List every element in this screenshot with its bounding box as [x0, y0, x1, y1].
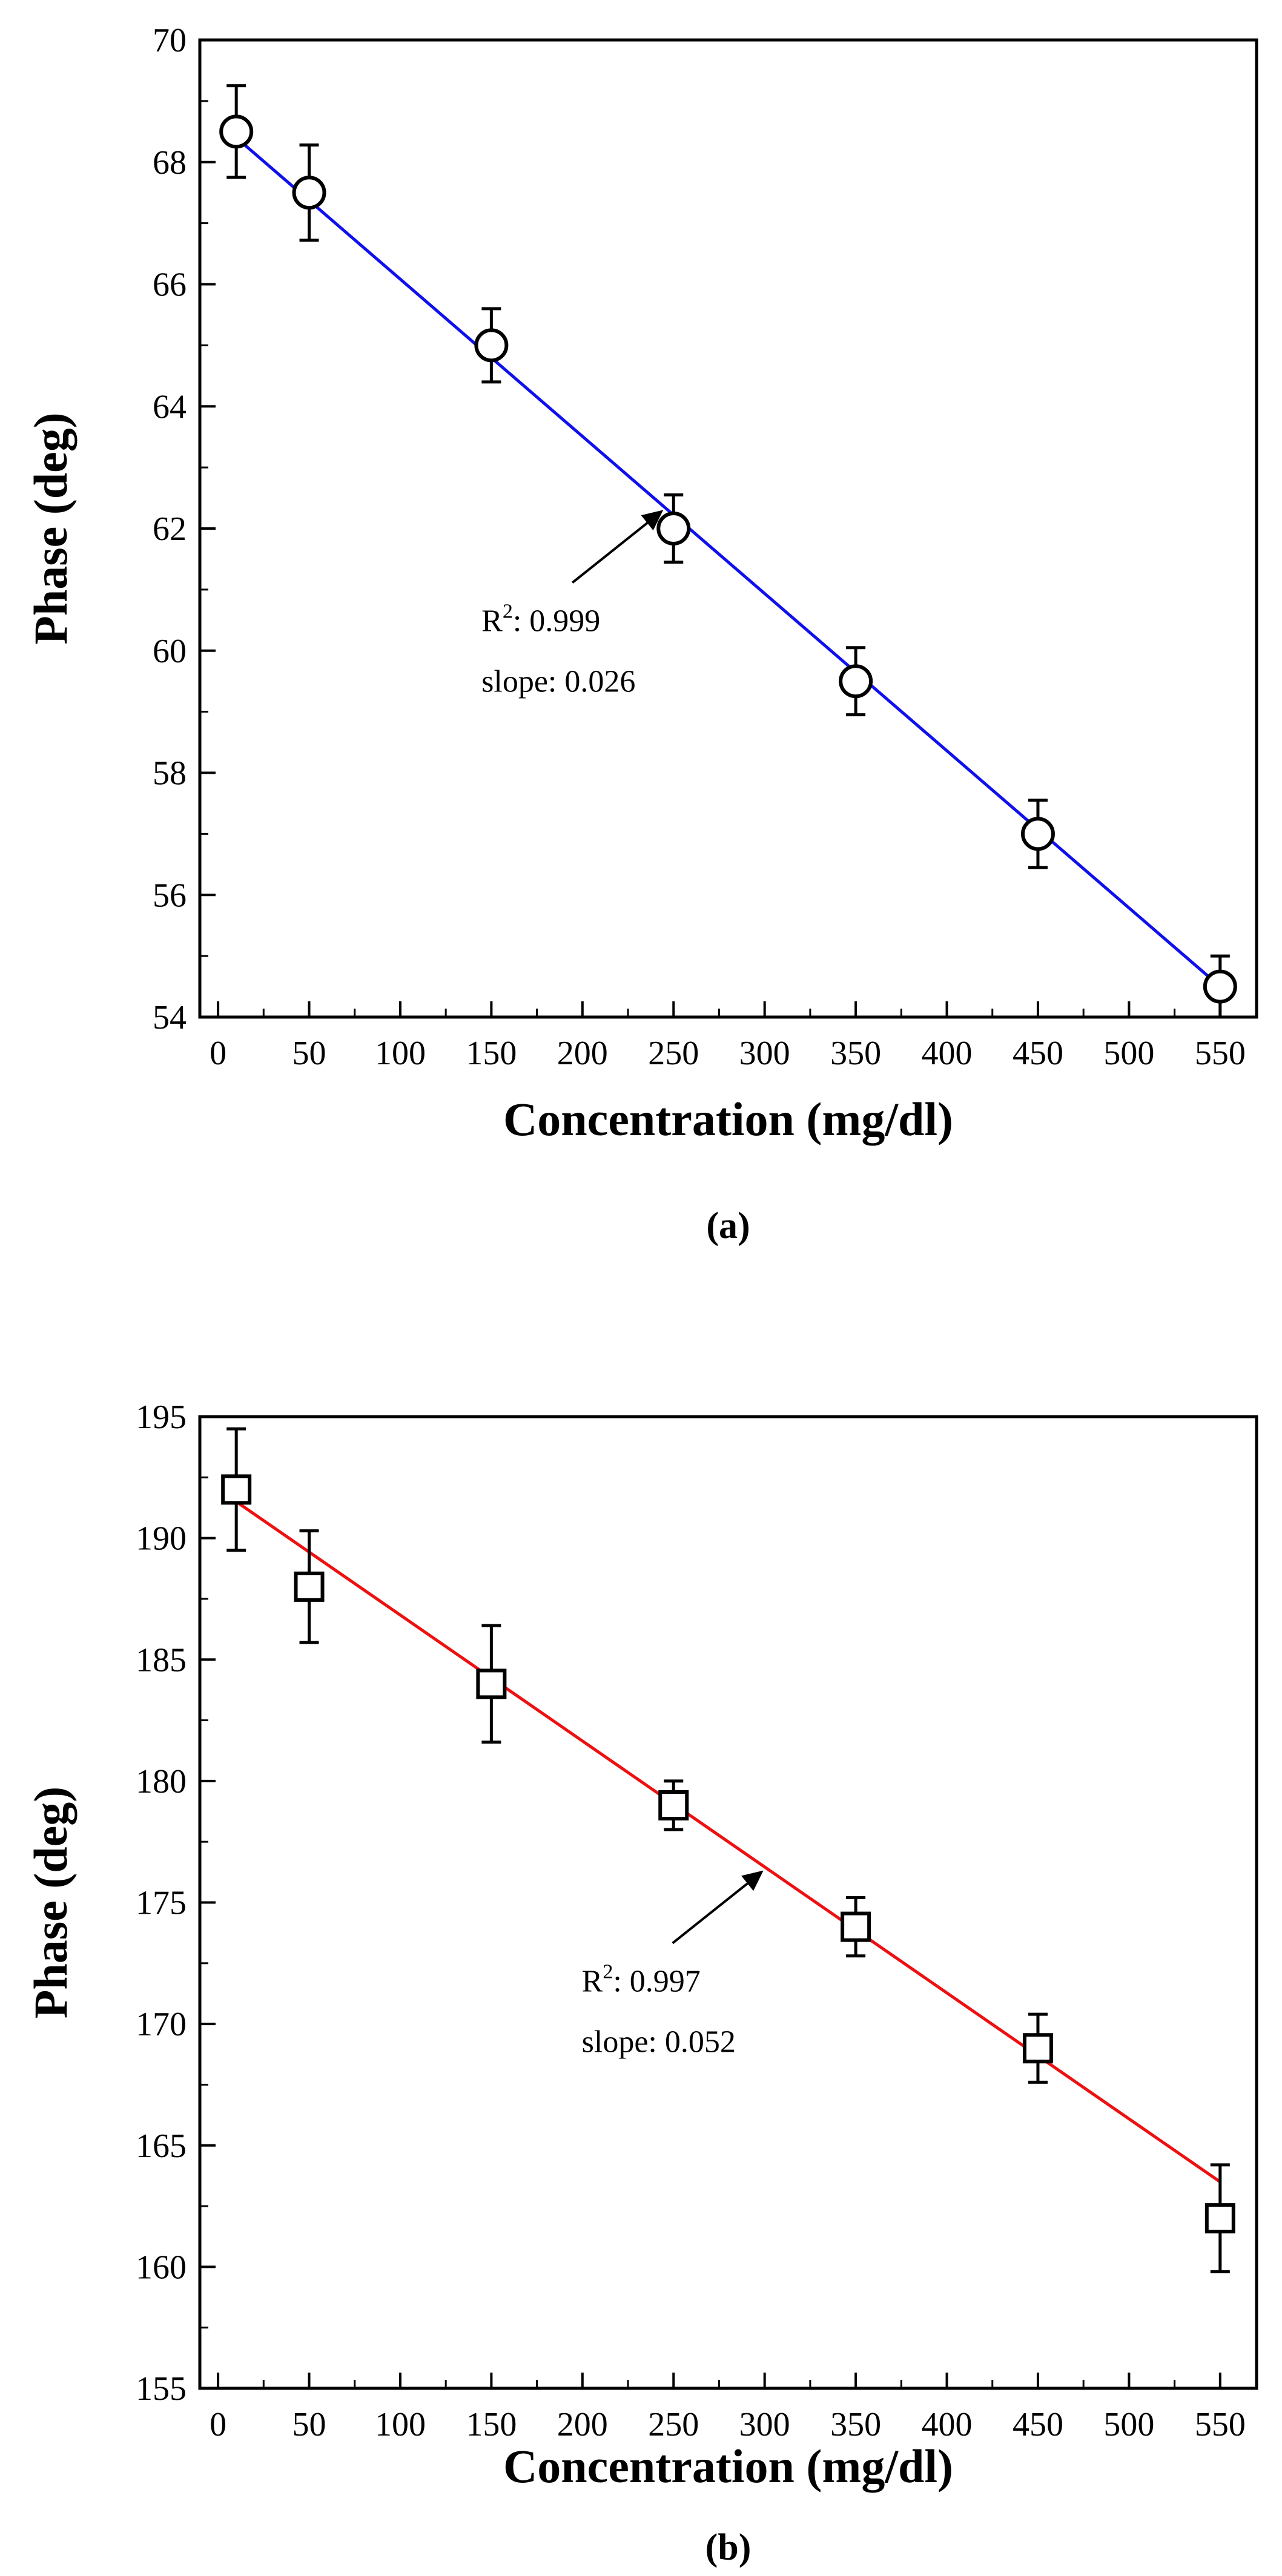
x-tick-label-b: 400	[922, 2406, 973, 2443]
y-tick-label-b: 185	[136, 1641, 187, 1679]
y-tick-label-a: 68	[153, 144, 187, 182]
data-point-a	[292, 176, 326, 210]
x-tick-label-b: 100	[375, 2406, 426, 2443]
data-point-a	[839, 664, 873, 699]
x-axis-title-b: Concentration (mg/dl)	[503, 2440, 953, 2492]
panel-caption-a: (a)	[706, 1205, 750, 1247]
x-tick-label-b: 350	[830, 2406, 881, 2443]
y-tick-label-a: 60	[153, 633, 187, 670]
data-point-b	[221, 1474, 252, 1505]
panel-b: 0 50 100 150 200 250 300 350 400 450 500 550 155 160 1…	[24, 1398, 1258, 2568]
x-axis-title-a: Concentration (mg/dl)	[503, 1093, 953, 1145]
plot-frame-a	[198, 38, 1258, 1019]
x-tick-label-b: 500	[1103, 2406, 1154, 2443]
r-squared-superscript-a: 2	[503, 600, 513, 622]
fit-line-a	[235, 136, 1221, 988]
slope-label-b: slope: 0.052	[582, 2025, 736, 2060]
x-tick-label-a: 200	[557, 1035, 608, 1072]
x-tick-label-b: 450	[1013, 2406, 1063, 2443]
y-tick-label-b: 170	[136, 2006, 187, 2043]
r-squared-value-a: : 0.999	[513, 604, 600, 638]
y-tick-label-a: 54	[153, 999, 187, 1036]
data-point-a	[219, 114, 254, 149]
r-squared-letter-a: R	[481, 604, 503, 638]
x-tick-label-a: 450	[1013, 1035, 1063, 1072]
annotation-arrow-b	[672, 1876, 757, 1945]
fit-line-b	[235, 1500, 1221, 2183]
y-tick-label-a: 66	[153, 266, 187, 304]
y-tick-label-b: 195	[136, 1398, 187, 1436]
y-tick-label-a: 70	[153, 22, 187, 59]
x-tick-label-a: 50	[292, 1035, 326, 1072]
y-axis-title-b: Phase (deg)	[24, 1787, 77, 2018]
data-point-a	[1203, 969, 1237, 1004]
x-tick-label-a: 150	[466, 1035, 517, 1072]
x-tick-label-b: 50	[292, 2406, 326, 2443]
x-tick-label-b: 550	[1195, 2406, 1246, 2443]
x-tick-label-a: 550	[1195, 1035, 1246, 1072]
x-tick-label-a: 100	[375, 1035, 426, 1072]
slope-label-a: slope: 0.026	[481, 664, 635, 699]
data-point-b	[1022, 2033, 1053, 2064]
y-tick-label-b: 190	[136, 1520, 187, 1558]
data-point-b	[476, 1668, 507, 1699]
annotation-arrowhead-b	[741, 1870, 764, 1891]
y-tick-label-b: 160	[136, 2248, 187, 2286]
y-tick-label-a: 56	[153, 877, 187, 914]
panel-caption-b: (b)	[705, 2527, 752, 2568]
data-point-b	[294, 1571, 325, 1602]
y-tick-label-b: 155	[136, 2370, 187, 2408]
x-tick-label-a: 350	[830, 1035, 881, 1072]
y-tick-label-a: 64	[153, 388, 187, 426]
x-tick-label-a: 500	[1103, 1035, 1154, 1072]
x-tick-label-a: 250	[648, 1035, 699, 1072]
x-tick-label-b: 150	[466, 2406, 517, 2443]
x-tick-label-a: 400	[922, 1035, 973, 1072]
x-tick-label-a: 0	[210, 1035, 226, 1072]
r-squared-value-b: : 0.997	[613, 1965, 700, 1999]
y-tick-label-b: 180	[136, 1763, 187, 1800]
y-tick-label-a: 58	[153, 755, 187, 792]
x-tick-label-b: 0	[210, 2406, 226, 2443]
panel-a: 0 50 100 150 200 250 300 350 400 450 500 550 54 56 58 6…	[24, 22, 1258, 1247]
data-point-b	[658, 1790, 689, 1820]
data-point-a	[1020, 817, 1055, 851]
data-point-a	[656, 512, 691, 545]
annotation-arrowhead-a	[641, 510, 664, 531]
y-tick-label-b: 165	[136, 2127, 187, 2165]
x-tick-label-b: 200	[557, 2406, 608, 2443]
plot-frame-b	[198, 1415, 1258, 2390]
r-squared-label-b: R2: 0.997	[582, 1961, 701, 1999]
data-point-a	[474, 328, 509, 363]
data-point-b	[841, 1911, 871, 1942]
data-point-b	[1204, 2203, 1235, 2234]
r-squared-label-a: R2: 0.999	[481, 600, 600, 638]
x-tick-label-a: 300	[739, 1035, 790, 1072]
x-tick-label-b: 250	[648, 2406, 699, 2443]
y-axis-title-a: Phase (deg)	[24, 412, 77, 644]
r-squared-letter-b: R	[582, 1965, 603, 1999]
annotation-arrow-a	[571, 515, 657, 584]
r-squared-superscript-b: 2	[603, 1961, 613, 1983]
y-tick-label-a: 62	[153, 510, 187, 548]
x-tick-label-b: 300	[739, 2406, 790, 2443]
y-tick-label-b: 175	[136, 1885, 187, 1922]
